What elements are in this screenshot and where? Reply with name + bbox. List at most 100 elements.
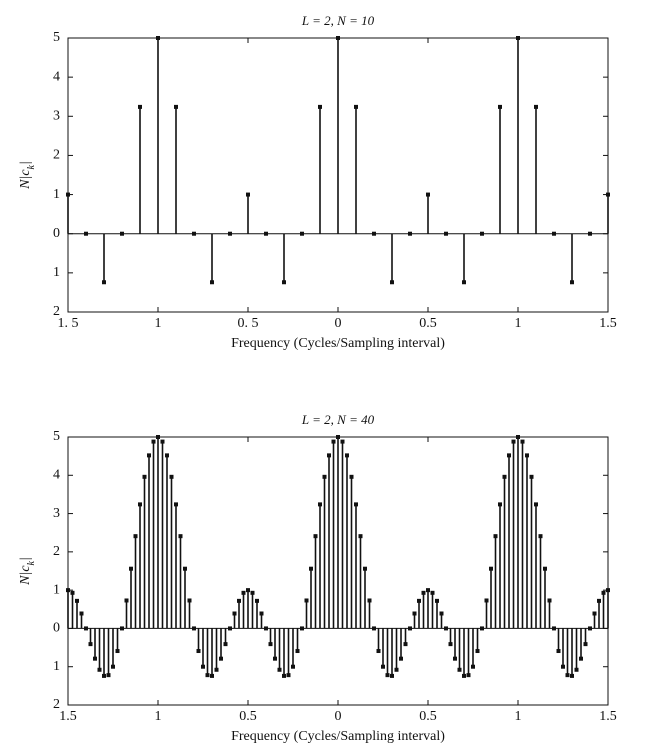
chart-title: L = 2, N = 40 xyxy=(301,412,375,427)
x-tick-label: 1 xyxy=(515,709,522,724)
stem-marker xyxy=(259,611,264,616)
stem-marker xyxy=(462,280,466,285)
stem-marker xyxy=(354,104,358,109)
stem-marker xyxy=(457,667,462,672)
stem-marker xyxy=(498,104,502,109)
stem-marker xyxy=(178,534,183,539)
stem-marker xyxy=(534,104,538,109)
stem-marker xyxy=(349,474,354,479)
stem-marker xyxy=(493,534,498,539)
stem-marker xyxy=(435,598,439,603)
stem-marker xyxy=(367,598,372,603)
stem-marker xyxy=(475,649,480,654)
stem-marker xyxy=(358,534,363,539)
stem-marker xyxy=(390,280,394,285)
stem-marker xyxy=(444,231,448,236)
stem-marker xyxy=(187,598,192,603)
stem-marker xyxy=(192,231,196,236)
stem-marker xyxy=(268,642,273,647)
stem-marker xyxy=(142,474,147,479)
stem-marker xyxy=(228,626,232,631)
stem-marker xyxy=(210,673,214,678)
stem-marker xyxy=(471,664,475,669)
stem-marker xyxy=(592,611,597,616)
stem-marker xyxy=(174,502,178,507)
stem-marker xyxy=(201,664,205,669)
stem-marker xyxy=(327,453,331,458)
stem-marker xyxy=(106,673,111,678)
stem-marker xyxy=(273,656,277,661)
stem-marker xyxy=(520,439,525,444)
stem-marker xyxy=(606,192,610,197)
stem-marker xyxy=(264,231,268,236)
stem-marker xyxy=(502,474,507,479)
stem-marker xyxy=(313,534,318,539)
stem-marker xyxy=(304,598,309,603)
stem-marker xyxy=(169,474,174,479)
stem-marker xyxy=(376,649,381,654)
stem-marker xyxy=(156,435,160,439)
y-tick-label: 5 xyxy=(53,429,60,444)
stem-marker xyxy=(223,642,228,647)
stem-marker xyxy=(363,566,367,571)
stem-marker xyxy=(241,590,246,595)
stem-marker xyxy=(354,502,358,507)
stem-marker xyxy=(165,453,169,458)
stem-marker xyxy=(588,626,592,631)
x-tick-label: 1 xyxy=(155,709,162,724)
stem-marker xyxy=(588,231,592,236)
stem-marker xyxy=(340,439,345,444)
stem-marker xyxy=(219,656,223,661)
stem-marker xyxy=(210,280,214,285)
stem-marker xyxy=(93,656,97,661)
y-axis-label-part: k xyxy=(26,164,37,169)
stem-marker xyxy=(570,280,574,285)
stem-marker xyxy=(102,280,106,285)
stem-marker xyxy=(214,667,219,672)
stem-marker xyxy=(516,435,520,439)
stem-marker xyxy=(66,192,70,197)
x-tick-label: 1.5 xyxy=(599,709,617,724)
stem-marker xyxy=(237,598,241,603)
stem-marker xyxy=(174,104,178,109)
stem-marker xyxy=(408,231,412,236)
y-tick-label: 4 xyxy=(53,69,60,84)
stem-marker xyxy=(250,590,255,595)
stem-marker xyxy=(439,611,444,616)
stem-marker xyxy=(124,598,129,603)
stem-marker xyxy=(336,36,340,40)
stem-marker xyxy=(255,598,259,603)
stem-marker xyxy=(390,673,394,678)
y-axis-label-part: | xyxy=(18,161,33,165)
stem-marker xyxy=(147,453,151,458)
stem-marker xyxy=(102,673,106,678)
stem-marker xyxy=(183,566,187,571)
stem-marker xyxy=(246,588,250,593)
stem-marker xyxy=(97,667,102,672)
stem-marker xyxy=(129,566,133,571)
y-tick-label: 2 xyxy=(53,544,60,559)
stem-marker xyxy=(399,656,403,661)
stem-marker xyxy=(282,673,286,678)
stem-marker xyxy=(403,642,408,647)
stem-marker xyxy=(286,673,291,678)
stem-marker xyxy=(480,626,484,631)
x-tick-label: 1 xyxy=(515,316,522,331)
y-tick-label: 5 xyxy=(53,30,60,45)
stem-marker xyxy=(115,649,120,654)
stem-marker xyxy=(507,453,511,458)
stem-marker xyxy=(300,231,304,236)
stem-marker xyxy=(372,231,376,236)
stem-marker xyxy=(138,502,142,507)
stem-marker xyxy=(79,611,84,616)
stem-marker xyxy=(336,435,340,439)
y-tick-label: 4 xyxy=(53,468,60,483)
stem-marker xyxy=(552,626,556,631)
stem-marker xyxy=(277,667,282,672)
stem-marker xyxy=(385,673,390,678)
stem-marker xyxy=(372,626,376,631)
y-tick-label: 0 xyxy=(53,226,60,241)
stem-marker xyxy=(426,588,430,593)
stem-marker xyxy=(120,231,124,236)
stem-marker xyxy=(570,673,574,678)
